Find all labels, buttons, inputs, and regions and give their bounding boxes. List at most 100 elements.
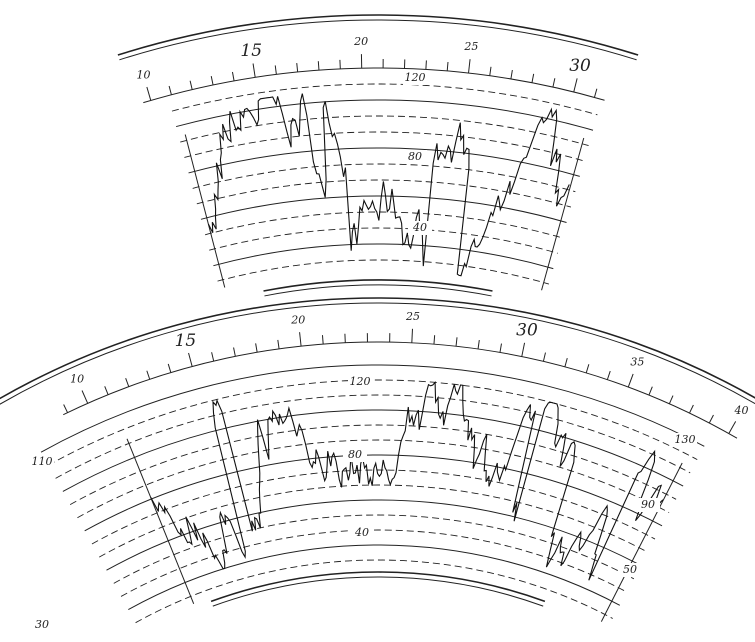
- value-arc: [40, 364, 705, 453]
- scale-tick: [167, 363, 172, 373]
- scale-label: 35: [630, 356, 644, 369]
- label-bg: [343, 448, 367, 462]
- outer-rim: [117, 14, 639, 56]
- scale-tick: [146, 370, 151, 380]
- value-arc: [77, 439, 670, 519]
- scale-tick: [433, 335, 436, 345]
- label-bg: [348, 375, 372, 389]
- value-label: 40: [354, 526, 369, 539]
- scale-label: 25: [463, 40, 478, 53]
- scale-tick: [521, 342, 526, 357]
- scale-tick: [593, 88, 598, 98]
- fan-edge: [541, 137, 585, 291]
- value-label: 80: [408, 150, 422, 163]
- value-label: 110: [32, 455, 53, 468]
- value-arc: [106, 499, 642, 571]
- scale-tick: [668, 395, 674, 404]
- scale-tick: [63, 404, 68, 413]
- value-arc: [196, 179, 572, 208]
- scale-tick: [708, 414, 714, 424]
- label-bg: [618, 563, 642, 577]
- scale-tick: [274, 65, 277, 75]
- label-bg: [350, 526, 374, 540]
- scale-tick: [455, 337, 458, 347]
- scale-label: 20: [353, 35, 368, 48]
- scale-tick: [489, 66, 492, 76]
- value-arc: [175, 99, 594, 131]
- value-label: 90: [641, 498, 655, 511]
- value-arc: [184, 131, 585, 162]
- scale-tick: [81, 390, 89, 404]
- scale-tick: [188, 352, 193, 367]
- scale-label: 30: [569, 56, 591, 76]
- fan-edge: [184, 134, 226, 288]
- label-bg: [408, 221, 432, 235]
- value-arc: [120, 529, 628, 597]
- scale-tick: [210, 76, 214, 86]
- value-arc: [48, 379, 698, 466]
- scale-tick: [125, 378, 130, 387]
- label-bg: [636, 498, 660, 512]
- scale-tick: [146, 86, 152, 101]
- scale-label: 25: [405, 310, 420, 323]
- value-arc: [69, 424, 677, 506]
- value-arc: [171, 83, 598, 116]
- scale-tick: [231, 71, 235, 81]
- scale-tick: [411, 328, 413, 343]
- scale-label: 20: [290, 313, 305, 326]
- label-bg: [673, 433, 697, 447]
- value-label: 50: [623, 563, 637, 576]
- scale-tick: [252, 63, 256, 78]
- outer-rim: [0, 297, 755, 400]
- value-arc: [188, 147, 580, 177]
- value-arc: [128, 544, 621, 611]
- scale-tick: [296, 62, 299, 73]
- scale-tick: [573, 78, 578, 93]
- fan-edge: [126, 438, 195, 605]
- scale-tick: [531, 73, 535, 83]
- scale-tick: [606, 370, 611, 380]
- value-arc: [113, 514, 635, 584]
- scale-label: 10: [137, 68, 151, 81]
- scale-tick: [189, 80, 193, 90]
- scale-baseline: [143, 67, 605, 104]
- scale-tick: [728, 421, 737, 434]
- scale-tick: [299, 332, 302, 347]
- value-label: 80: [348, 448, 362, 461]
- value-arc: [84, 454, 663, 532]
- trace: [150, 380, 664, 581]
- inner-rim: [263, 279, 493, 292]
- scale-tick: [425, 60, 427, 70]
- value-label: 40: [412, 221, 427, 234]
- scale-label: 40: [734, 404, 749, 417]
- scale-tick: [168, 85, 172, 95]
- value-label: 130: [675, 433, 696, 446]
- scale-tick: [233, 347, 236, 357]
- scale-tick: [211, 352, 215, 362]
- scale-label: 30: [516, 321, 538, 341]
- label-bg: [30, 618, 54, 632]
- scale-tick: [552, 78, 556, 88]
- value-arc: [192, 163, 576, 193]
- scale-tick: [317, 61, 320, 71]
- scale-label: 15: [240, 41, 262, 61]
- value-arc: [135, 559, 613, 624]
- scale-tick: [104, 386, 109, 395]
- value-arc: [55, 394, 691, 479]
- scale-baseline: [63, 341, 738, 439]
- value-arc: [204, 211, 563, 239]
- scale-tick: [468, 59, 471, 74]
- scale-tick: [477, 340, 480, 350]
- value-arc: [180, 115, 589, 147]
- scale-tick: [564, 357, 568, 367]
- inner-rim: [212, 576, 544, 607]
- scale-tick: [542, 352, 546, 362]
- value-label: 120: [350, 375, 371, 388]
- scale-tick: [585, 364, 590, 374]
- value-arc: [99, 484, 649, 558]
- inner-rim: [264, 284, 492, 297]
- value-label: 30: [35, 618, 49, 631]
- scale-tick: [648, 386, 653, 396]
- value-arc: [217, 259, 550, 285]
